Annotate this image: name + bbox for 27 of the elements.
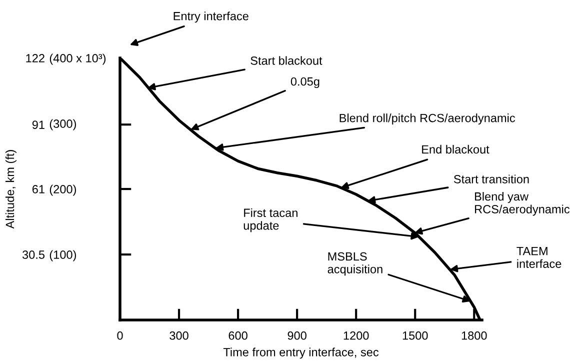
y2-tick-label: (100) <box>50 250 76 262</box>
x-tick-label: 1200 <box>344 331 369 340</box>
x-tick-label: 0 <box>117 331 123 340</box>
text: Entry interface <box>174 12 248 23</box>
y-tick-label: 61 <box>32 185 44 194</box>
annotation: MSBLS acquisition <box>328 252 382 276</box>
x-axis-title: Time from entry interface, sec <box>223 348 379 359</box>
y2-tick-label: (200) <box>50 184 76 196</box>
x-tick-label: 900 <box>288 331 306 340</box>
y2-tick-label: (300) <box>50 119 76 130</box>
y-tick-label: 30.5 <box>22 250 45 259</box>
y-axis-title: Altitude, km (ft) <box>5 150 16 229</box>
x-tick-label: 1500 <box>402 331 428 340</box>
annotation: Blend roll/pitch RCS/aerodynamic <box>340 114 516 125</box>
annotation: Start transition <box>454 174 529 184</box>
annotation: End blackout <box>422 144 490 154</box>
annotation: Blend yaw RCS/aerodynamic <box>475 192 570 216</box>
x-tick-label: 300 <box>170 331 188 340</box>
annotation: Start blackout <box>250 56 322 65</box>
annotation: TAEM interface <box>516 246 562 268</box>
x-tick-label: 600 <box>228 331 248 340</box>
y-tick-label: 91 <box>32 120 44 129</box>
annotation: First tacan update <box>244 208 298 232</box>
annotation: 0.05g <box>290 77 320 88</box>
x-tick-label: 1800 <box>462 331 487 340</box>
y2-tick-label: (400 x 10³) <box>50 54 106 65</box>
y-tick-label: 122 <box>26 54 44 62</box>
